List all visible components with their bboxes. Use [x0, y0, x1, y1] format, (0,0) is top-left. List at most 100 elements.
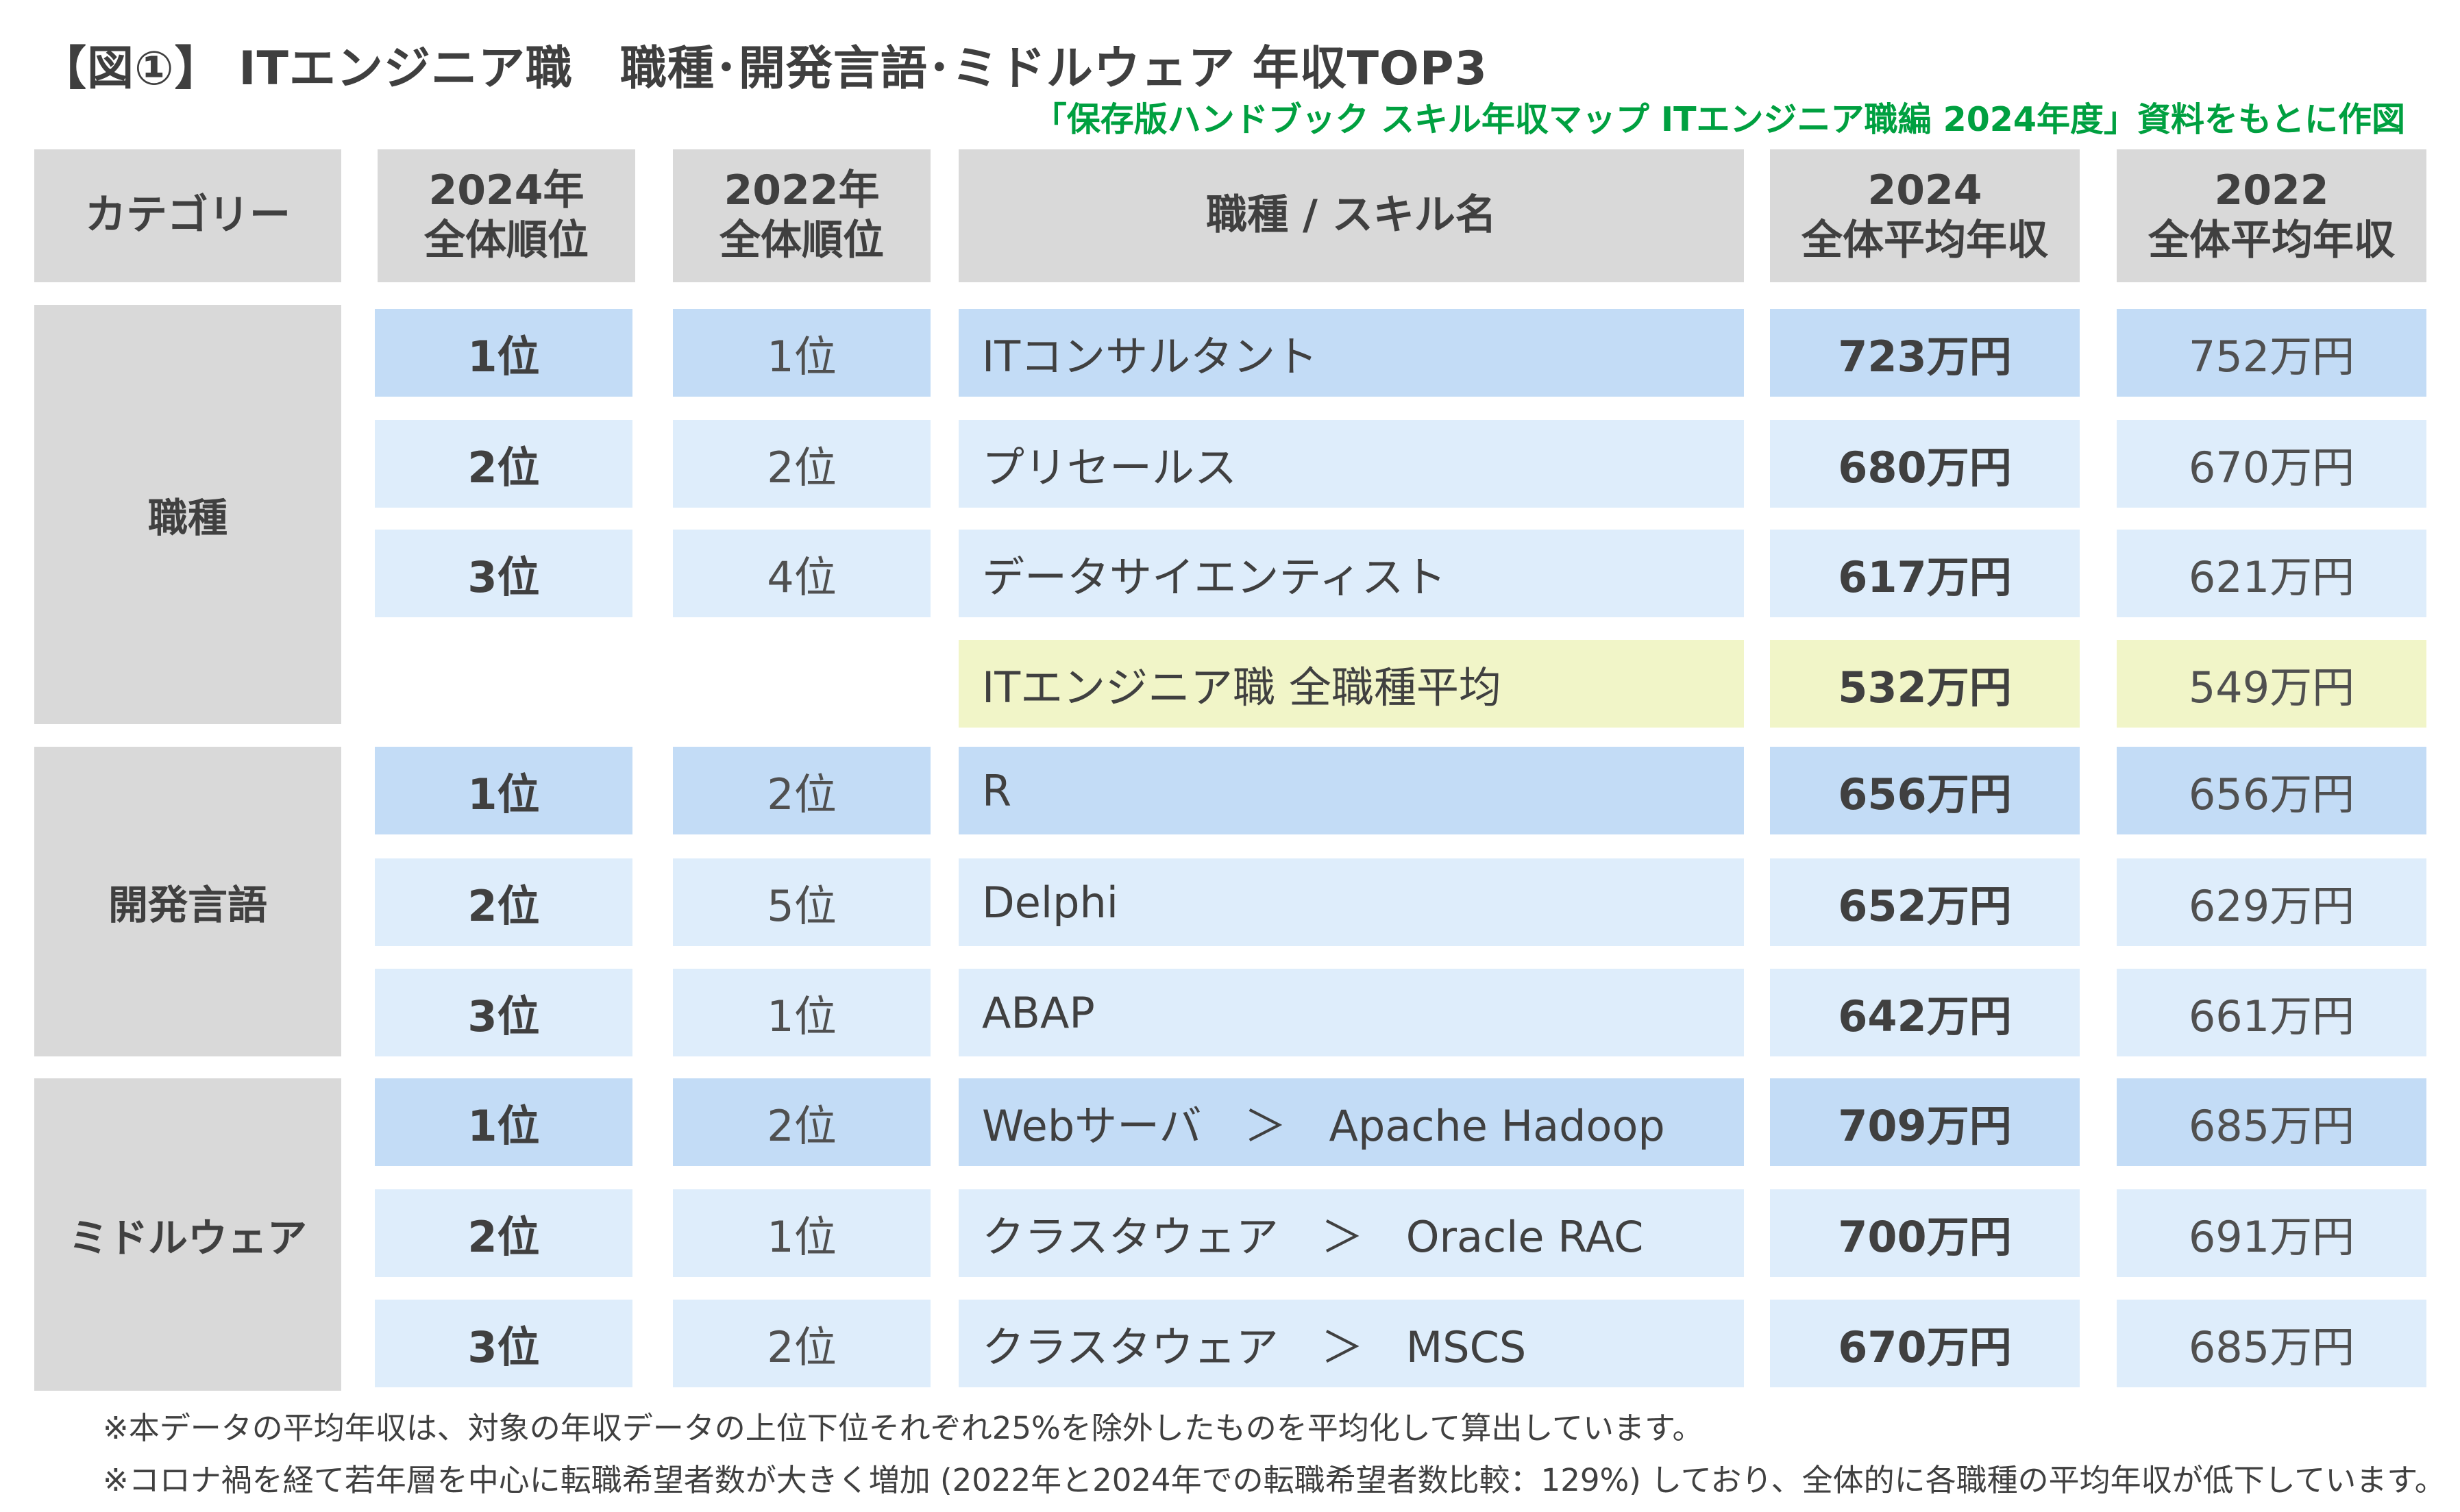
row-rank-2024: 1位	[375, 309, 632, 397]
row-income-2024: 670万円	[1770, 1300, 2080, 1387]
income-2022-value: 549万円	[2188, 662, 2355, 712]
row-rank-2022: 2位	[673, 747, 931, 834]
header-income-2022: 2022 全体平均年収	[2117, 149, 2426, 282]
income-2022-value: 752万円	[2188, 332, 2355, 382]
header-rank-2022: 2022年 全体順位	[673, 149, 931, 282]
income-2024-value: 617万円	[1838, 552, 2012, 602]
category-middleware: ミドルウェア	[34, 1078, 341, 1391]
header-income-2024: 2024 全体平均年収	[1770, 149, 2080, 282]
row-income-2022: 670万円	[2117, 420, 2426, 508]
row-rank-2022: 2位	[673, 420, 931, 508]
row-income-2022: 752万円	[2117, 309, 2426, 397]
header-rank-2024-line2: 全体順位	[424, 216, 589, 264]
income-2022-value: 691万円	[2188, 1212, 2355, 1262]
income-2024-value: 652万円	[1838, 881, 2012, 931]
income-2022-value: 621万円	[2188, 552, 2355, 602]
row-rank-2024: 3位	[375, 969, 632, 1056]
income-2024-value: 670万円	[1838, 1322, 2012, 1372]
rank-2024-value: 3位	[467, 552, 540, 602]
income-2024-value: 723万円	[1838, 332, 2012, 382]
row-income-2022: 621万円	[2117, 530, 2426, 617]
row-income-2022: 656万円	[2117, 747, 2426, 834]
rank-2022-value: 2位	[767, 1322, 837, 1372]
row-rank-2022: 1位	[673, 969, 931, 1056]
rank-2022-value: 1位	[767, 1212, 837, 1262]
row-income-2024: 652万円	[1770, 858, 2080, 946]
row-income-2024: 642万円	[1770, 969, 2080, 1056]
row-rank-2024: 1位	[375, 1078, 632, 1166]
row-rank-2024: 2位	[375, 1189, 632, 1277]
income-2024-value: 656万円	[1838, 769, 2012, 819]
rank-2024-value: 1位	[467, 332, 540, 382]
row-rank-2022: 5位	[673, 858, 931, 946]
row-income-2022: 685万円	[2117, 1078, 2426, 1166]
rank-2024-value: 3位	[467, 1322, 540, 1372]
name-value: R	[982, 765, 1012, 816]
income-2022-value: 685万円	[2188, 1101, 2355, 1151]
row-income-2024: 700万円	[1770, 1189, 2080, 1277]
row-name: データサイエンティスト	[959, 530, 1744, 617]
row-rank-2024: 2位	[375, 420, 632, 508]
category-language: 開発言語	[34, 747, 341, 1056]
figure-title: 【図①】 ITエンジニア職 職種･開発言語･ミドルウェア 年収TOP3	[40, 42, 1488, 96]
row-name: R	[959, 747, 1744, 834]
income-2022-value: 670万円	[2188, 443, 2355, 493]
category-label: ミドルウェア	[68, 1215, 307, 1261]
header-rank-2024-line1: 2024年	[428, 166, 585, 214]
income-2024-value: 700万円	[1838, 1212, 2012, 1262]
rank-2024-value: 2位	[467, 881, 540, 931]
average-row-name: ITエンジニア職 全職種平均	[959, 640, 1744, 728]
category-label: 開発言語	[108, 882, 267, 928]
row-income-2024: 709万円	[1770, 1078, 2080, 1166]
row-income-2024: 723万円	[1770, 309, 2080, 397]
rank-2022-value: 2位	[767, 1101, 837, 1151]
row-name: Webサーバ ＞ Apache Hadoop	[959, 1078, 1744, 1166]
name-value: データサイエンティスト	[982, 552, 1447, 602]
row-name: プリセールス	[959, 420, 1744, 508]
row-rank-2024: 3位	[375, 530, 632, 617]
row-rank-2024: 2位	[375, 858, 632, 946]
row-income-2022: 691万円	[2117, 1189, 2426, 1277]
rank-2022-value: 4位	[767, 552, 837, 602]
header-income-2022-line2: 全体平均年収	[2148, 216, 2395, 264]
header-name: 職種 / スキル名	[959, 149, 1744, 282]
category-label: 職種	[147, 495, 227, 541]
row-name: クラスタウェア ＞ MSCS	[959, 1300, 1744, 1387]
rank-2024-value: 1位	[467, 769, 540, 819]
average-row-income-2024: 532万円	[1770, 640, 2080, 728]
name-value: Webサーバ ＞ Apache Hadoop	[982, 1101, 1665, 1151]
category-job-type: 職種	[34, 305, 341, 724]
income-2022-value: 656万円	[2188, 769, 2355, 819]
name-value: ITエンジニア職 全職種平均	[982, 662, 1501, 712]
income-2022-value: 629万円	[2188, 881, 2355, 931]
name-value: クラスタウェア ＞ Oracle RAC	[982, 1212, 1644, 1262]
row-rank-2024: 1位	[375, 747, 632, 834]
rank-2024-value: 3位	[467, 991, 540, 1041]
row-rank-2022: 4位	[673, 530, 931, 617]
income-2022-value: 685万円	[2188, 1322, 2355, 1372]
name-value: ITコンサルタント	[982, 332, 1318, 382]
row-rank-2022: 2位	[673, 1078, 931, 1166]
header-income-2024-line1: 2024	[1867, 166, 1982, 214]
name-value: プリセールス	[982, 443, 1238, 493]
income-2024-value: 709万円	[1838, 1101, 2012, 1151]
footnote-covid-impact: ※コロナ禍を経て若年層を中心に転職希望者数が大きく増加 (2022年と2024年…	[103, 1462, 2446, 1498]
header-rank-2024: 2024年 全体順位	[378, 149, 635, 282]
name-value: クラスタウェア ＞ MSCS	[982, 1322, 1527, 1372]
header-income-2022-line1: 2022	[2214, 166, 2329, 214]
header-rank-2022-line2: 全体順位	[719, 216, 884, 264]
row-income-2024: 680万円	[1770, 420, 2080, 508]
average-row-income-2022: 549万円	[2117, 640, 2426, 728]
row-income-2022: 661万円	[2117, 969, 2426, 1056]
footnote-average-method: ※本データの平均年収は、対象の年収データの上位下位それぞれ25%を除外したものを…	[103, 1410, 1703, 1446]
source-note: 「保存版ハンドブック スキル年収マップ ITエンジニア職編 2024年度」資料を…	[1033, 100, 2405, 139]
name-value: ABAP	[982, 987, 1095, 1038]
row-rank-2022: 1位	[673, 309, 931, 397]
header-category-label: カテゴリー	[85, 191, 291, 240]
row-income-2024: 617万円	[1770, 530, 2080, 617]
row-rank-2022: 1位	[673, 1189, 931, 1277]
income-2024-value: 532万円	[1838, 662, 2012, 712]
income-2022-value: 661万円	[2188, 991, 2355, 1041]
row-name: ITコンサルタント	[959, 309, 1744, 397]
row-income-2022: 685万円	[2117, 1300, 2426, 1387]
